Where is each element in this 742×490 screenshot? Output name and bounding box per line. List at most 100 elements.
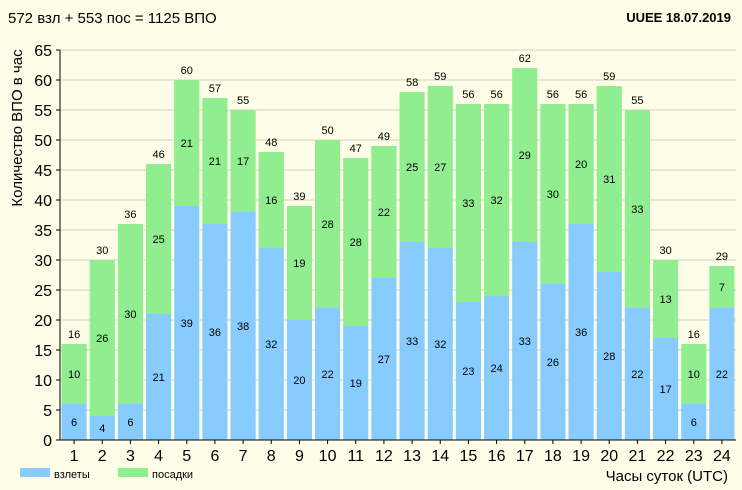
bar-arrivals — [512, 68, 538, 242]
x-tick-label: 3 — [126, 448, 135, 465]
x-tick-label: 8 — [267, 448, 276, 465]
data-label-total: 57 — [209, 83, 221, 95]
x-tick-label: 12 — [375, 448, 393, 465]
data-label-arrivals: 32 — [490, 195, 502, 207]
x-tick-label: 19 — [572, 448, 590, 465]
bar-arrivals — [427, 86, 453, 248]
bar-departures — [371, 278, 397, 440]
data-label-arrivals: 19 — [293, 258, 305, 270]
bar-arrivals — [455, 104, 481, 302]
x-tick-labels: 1 2 3 4 5 6 7 8 9 10 11 12 13 14 15 16 17 18 19 20 21 22 23 24 — [70, 440, 731, 465]
bar-departures — [455, 302, 481, 440]
bar-departures — [681, 404, 707, 440]
bar-series: 6 10 16 4 26 30 6 30 36 21 25 46 39 21 60 36 21 57 38 17 55 3… — [61, 53, 735, 440]
data-label-departures: 32 — [265, 339, 277, 351]
data-label-departures: 26 — [547, 357, 559, 369]
bar-arrivals — [89, 260, 115, 416]
legend-swatch-arrivals — [118, 468, 148, 477]
y-tick-label: 15 — [34, 343, 52, 360]
bar-departures — [540, 284, 566, 440]
data-label-arrivals: 33 — [462, 198, 474, 210]
data-label-arrivals: 22 — [378, 207, 390, 219]
x-tick-label: 24 — [713, 448, 731, 465]
plot-background — [60, 50, 736, 440]
data-label-total: 48 — [265, 137, 277, 149]
bar-departures — [146, 314, 172, 440]
data-label-arrivals: 30 — [547, 189, 559, 201]
x-tick-label: 2 — [98, 448, 107, 465]
chart-title: 572 взл + 553 пос = 1125 ВПО — [8, 10, 217, 27]
data-label-total: 36 — [124, 209, 136, 221]
data-label-arrivals: 17 — [237, 156, 249, 168]
bar-arrivals — [709, 266, 735, 308]
data-label-arrivals: 7 — [719, 282, 725, 294]
data-label-total: 59 — [434, 71, 446, 83]
bar-arrivals — [202, 98, 228, 224]
bar-departures — [399, 242, 425, 440]
data-label-total: 30 — [659, 245, 671, 257]
x-tick-label: 7 — [239, 448, 248, 465]
gridlines — [60, 49, 736, 411]
y-tick-label: 60 — [34, 73, 52, 90]
data-label-total: 59 — [603, 71, 615, 83]
x-tick-label: 15 — [460, 448, 478, 465]
data-label-total: 55 — [631, 95, 643, 107]
data-label-total: 56 — [490, 89, 502, 101]
data-label-total: 16 — [688, 329, 700, 341]
bar-departures — [512, 242, 538, 440]
bar-arrivals — [146, 164, 172, 314]
data-label-departures: 22 — [716, 369, 728, 381]
y-tick-label: 10 — [34, 373, 52, 390]
x-tick-label: 9 — [295, 448, 304, 465]
data-label-departures: 36 — [209, 327, 221, 339]
data-label-departures: 17 — [659, 384, 671, 396]
bar-departures — [653, 338, 679, 440]
bar-departures — [427, 248, 453, 440]
x-tick-label: 4 — [154, 448, 163, 465]
data-label-total: 58 — [406, 77, 418, 89]
data-label-departures: 6 — [71, 417, 77, 429]
data-label-departures: 23 — [462, 366, 474, 378]
bar-departures — [568, 224, 594, 440]
data-label-total: 16 — [68, 329, 80, 341]
y-tick-label: 40 — [34, 193, 52, 210]
x-tick-label: 11 — [347, 448, 364, 465]
bar-arrivals — [568, 104, 594, 224]
data-label-departures: 28 — [603, 351, 615, 363]
data-label-arrivals: 10 — [68, 369, 80, 381]
bar-arrivals — [484, 104, 510, 296]
y-axis-title: Количество ВПО в час — [9, 49, 26, 207]
x-tick-label: 18 — [544, 448, 562, 465]
bar-arrivals — [174, 80, 200, 206]
data-label-departures: 20 — [293, 375, 305, 387]
data-label-total: 49 — [378, 131, 390, 143]
bar-arrivals — [230, 110, 256, 212]
x-tick-label: 13 — [403, 448, 421, 465]
data-label-departures: 38 — [237, 321, 249, 333]
data-label-departures: 22 — [631, 369, 643, 381]
data-label-total: 29 — [716, 251, 728, 263]
data-label-arrivals: 10 — [688, 369, 700, 381]
data-label-arrivals: 21 — [181, 138, 193, 150]
data-label-departures: 33 — [406, 336, 418, 348]
data-label-departures: 22 — [321, 369, 333, 381]
bar-arrivals — [540, 104, 566, 284]
bar-arrivals — [258, 152, 284, 248]
bar-departures — [61, 404, 87, 440]
bar-departures — [624, 308, 650, 440]
data-label-departures: 27 — [378, 354, 390, 366]
x-tick-label: 20 — [600, 448, 618, 465]
bar-departures — [89, 416, 115, 440]
data-label-arrivals: 28 — [350, 237, 362, 249]
data-label-total: 47 — [350, 143, 362, 155]
y-tick-label: 65 — [34, 43, 52, 60]
legend-label-departures: взлеты — [54, 469, 90, 481]
data-label-total: 39 — [293, 191, 305, 203]
data-label-total: 30 — [96, 245, 108, 257]
airport-date-label: UUEE 18.07.2019 — [626, 10, 731, 25]
data-label-departures: 32 — [434, 339, 446, 351]
data-label-total: 55 — [237, 95, 249, 107]
y-tick-label: 5 — [43, 403, 52, 420]
y-tick-labels: 0 5 10 15 20 25 30 35 40 45 50 55 60 65 — [34, 43, 60, 450]
